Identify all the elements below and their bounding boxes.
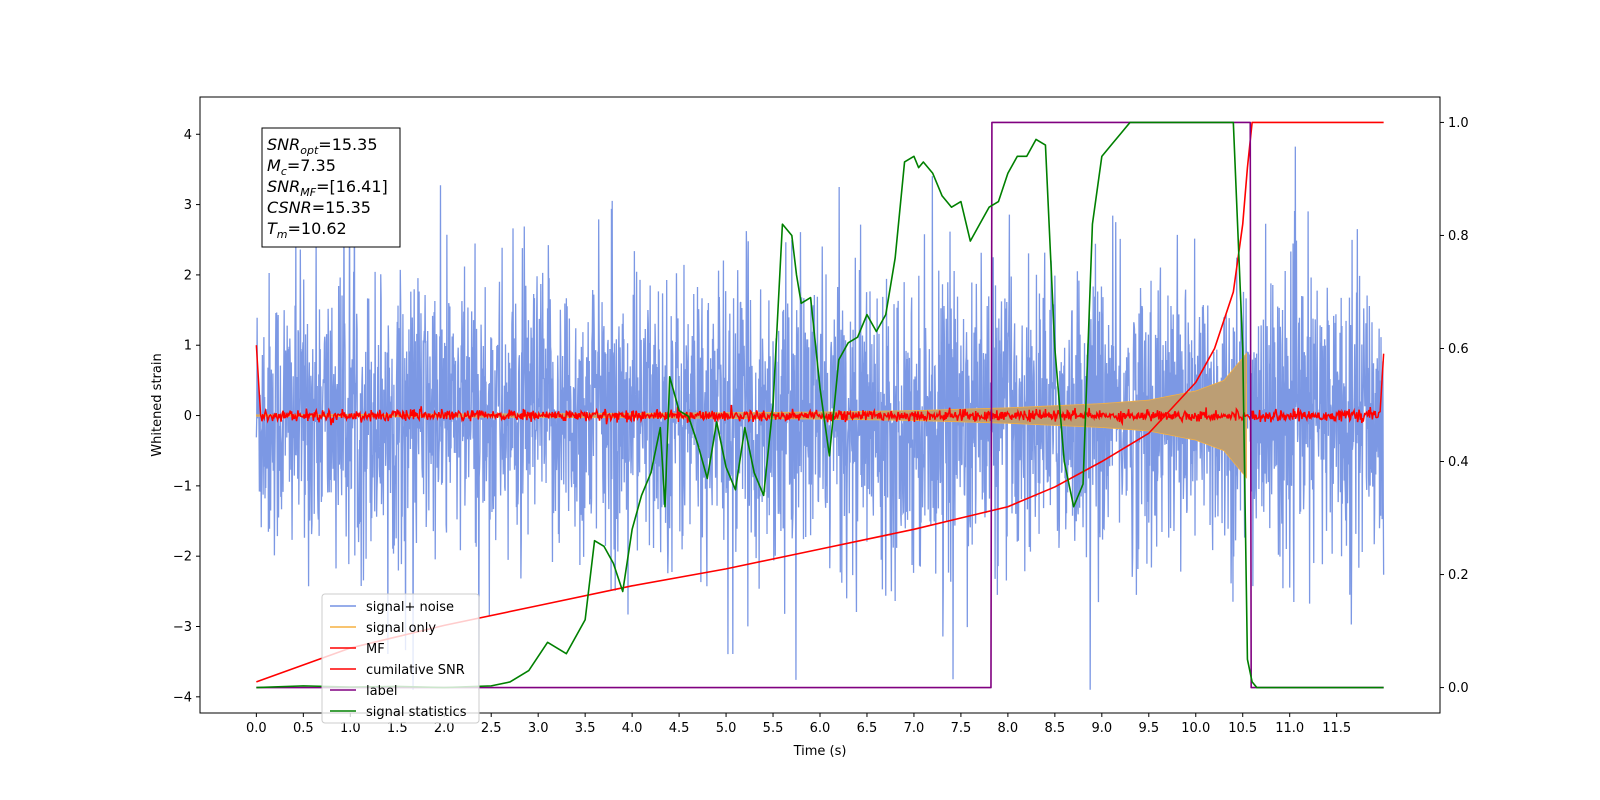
stats-annotation: SNRopt=15.35Mc=7.35SNRMF=[16.41]CSNR=15.… <box>261 127 401 248</box>
annotation-line: SNRMF=[16.41] <box>267 177 388 199</box>
y-tick-label: 4 <box>184 128 192 143</box>
x-tick-label: 2.5 <box>481 721 502 736</box>
x-tick-label: 0.0 <box>246 721 267 736</box>
y-tick-label: 1 <box>184 339 192 354</box>
x-tick-label: 6.0 <box>810 721 831 736</box>
legend-label: signal+ noise <box>366 600 454 615</box>
y-axis-label: Whitened strain <box>150 353 165 456</box>
annotation-box <box>261 127 401 248</box>
legend-label: signal statistics <box>366 705 467 720</box>
x-tick-label: 5.5 <box>763 721 784 736</box>
x-tick-label: 10.0 <box>1181 721 1210 736</box>
legend-box <box>321 593 480 724</box>
y2-tick-label: 0.6 <box>1448 342 1469 357</box>
x-tick-label: 4.0 <box>622 721 643 736</box>
annotation-line: Mc=7.35 <box>267 156 336 178</box>
y2-tick-label: 1.0 <box>1448 116 1469 131</box>
x-tick-label: 2.0 <box>434 721 455 736</box>
plot-area <box>255 121 1385 690</box>
series-mf-line <box>255 345 1385 427</box>
legend-label: MF <box>366 642 385 657</box>
series-signal-statistics-line <box>256 121 1384 689</box>
y2-tick-label: 0.2 <box>1448 568 1469 583</box>
y2-tick-label: 0.8 <box>1448 229 1469 244</box>
x-tick-label: 5.0 <box>716 721 737 736</box>
x-tick-label: 1.0 <box>340 721 361 736</box>
x-tick-label: 0.5 <box>293 721 314 736</box>
y-tick-label: −3 <box>173 620 192 635</box>
x-tick-label: 10.5 <box>1228 721 1257 736</box>
x-tick-label: 1.5 <box>387 721 408 736</box>
x-tick-label: 11.0 <box>1275 721 1304 736</box>
legend-label: signal only <box>366 621 436 636</box>
y-tick-label: 0 <box>184 409 192 424</box>
x-tick-label: 3.5 <box>575 721 596 736</box>
y2-tick-label: 0.4 <box>1448 455 1469 470</box>
annotation-line: Tm=10.62 <box>267 219 347 241</box>
annotation-line: SNRopt=15.35 <box>267 135 378 157</box>
y-tick-label: −2 <box>173 550 192 565</box>
y-tick-label: −1 <box>173 479 192 494</box>
x-tick-label: 8.0 <box>998 721 1019 736</box>
y-tick-label: 3 <box>184 198 192 213</box>
legend-label: label <box>366 684 397 699</box>
x-tick-label: 4.5 <box>669 721 690 736</box>
x-axis-label: Time (s) <box>793 744 847 759</box>
x-tick-label: 7.5 <box>951 721 972 736</box>
x-tick-label: 9.5 <box>1138 721 1159 736</box>
series-cumulative-snr-line <box>256 121 1384 683</box>
y-tick-label: −4 <box>173 690 192 705</box>
legend: signal+ noise signal only MF cumilative SNR… <box>321 593 480 724</box>
x-tick-label: 8.5 <box>1045 721 1066 736</box>
y-tick-label: 2 <box>184 268 192 283</box>
legend-label: cumilative SNR <box>366 663 465 678</box>
x-tick-label: 6.5 <box>857 721 878 736</box>
x-tick-label: 7.0 <box>904 721 925 736</box>
axes: 0.0 0.5 1.0 1.5 2.0 2.5 3.0 3.5 4.0 4.5 5.0 5.5 6.0 6… <box>173 116 1469 736</box>
annotation-line: CSNR=15.35 <box>267 198 371 217</box>
x-tick-label: 3.0 <box>528 721 549 736</box>
series-signal-noise-line <box>255 146 1385 690</box>
x-tick-label: 9.0 <box>1091 721 1112 736</box>
x-tick-label: 11.5 <box>1322 721 1351 736</box>
y2-tick-label: 0.0 <box>1448 681 1469 696</box>
